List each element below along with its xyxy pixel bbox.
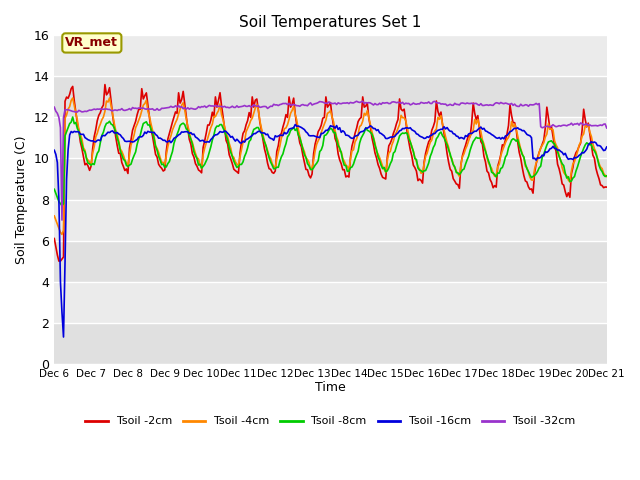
Tsoil -2cm: [51, 236, 58, 241]
Tsoil -4cm: [67, 97, 75, 103]
Bar: [54, 118, 607, 158]
Tsoil -16cm: [291, 121, 299, 127]
Title: Soil Temperatures Set 1: Soil Temperatures Set 1: [239, 15, 422, 30]
Tsoil -32cm: [67, 108, 75, 114]
Tsoil -32cm: [538, 125, 546, 131]
Bar: [54, 76, 607, 118]
Tsoil -16cm: [67, 129, 75, 134]
Tsoil -4cm: [156, 155, 164, 160]
Tsoil -4cm: [538, 143, 546, 148]
X-axis label: Time: Time: [315, 381, 346, 395]
Line: Tsoil -4cm: Tsoil -4cm: [54, 98, 607, 234]
Tsoil -8cm: [156, 157, 164, 163]
Tsoil -8cm: [603, 173, 611, 179]
Tsoil -2cm: [67, 86, 75, 92]
Tsoil -2cm: [101, 82, 109, 87]
Line: Tsoil -16cm: Tsoil -16cm: [54, 124, 607, 337]
Tsoil -2cm: [156, 164, 164, 169]
Tsoil -8cm: [399, 130, 406, 136]
Tsoil -8cm: [58, 203, 66, 208]
Legend: Tsoil -2cm, Tsoil -4cm, Tsoil -8cm, Tsoil -16cm, Tsoil -32cm: Tsoil -2cm, Tsoil -4cm, Tsoil -8cm, Tsoi…: [81, 412, 580, 431]
Tsoil -8cm: [51, 186, 58, 192]
Tsoil -8cm: [387, 161, 394, 167]
Bar: [54, 200, 607, 240]
Tsoil -16cm: [603, 144, 611, 150]
Text: VR_met: VR_met: [65, 36, 118, 49]
Tsoil -8cm: [69, 114, 77, 120]
Line: Tsoil -2cm: Tsoil -2cm: [54, 84, 607, 261]
Tsoil -32cm: [368, 101, 376, 107]
Bar: [54, 240, 607, 282]
Tsoil -2cm: [538, 141, 546, 146]
Tsoil -4cm: [58, 231, 66, 237]
Tsoil -16cm: [60, 334, 67, 340]
Tsoil -4cm: [387, 148, 394, 154]
Bar: [54, 323, 607, 364]
Tsoil -16cm: [538, 152, 546, 158]
Tsoil -8cm: [368, 131, 376, 137]
Tsoil -2cm: [399, 108, 406, 114]
Y-axis label: Soil Temperature (C): Soil Temperature (C): [15, 135, 28, 264]
Tsoil -16cm: [51, 147, 58, 153]
Tsoil -32cm: [359, 98, 367, 104]
Tsoil -32cm: [155, 108, 163, 113]
Tsoil -8cm: [67, 119, 75, 125]
Tsoil -16cm: [399, 126, 406, 132]
Tsoil -32cm: [603, 125, 611, 131]
Tsoil -4cm: [368, 129, 376, 134]
Tsoil -8cm: [538, 155, 546, 160]
Tsoil -2cm: [603, 184, 611, 190]
Tsoil -32cm: [399, 99, 406, 105]
Line: Tsoil -8cm: Tsoil -8cm: [54, 117, 607, 205]
Tsoil -32cm: [58, 217, 66, 223]
Tsoil -2cm: [368, 135, 376, 141]
Tsoil -16cm: [368, 124, 376, 130]
Bar: [54, 158, 607, 200]
Bar: [54, 36, 607, 76]
Tsoil -2cm: [387, 140, 394, 146]
Tsoil -32cm: [51, 104, 58, 110]
Line: Tsoil -32cm: Tsoil -32cm: [54, 101, 607, 220]
Tsoil -16cm: [387, 134, 394, 140]
Bar: [54, 282, 607, 323]
Tsoil -2cm: [55, 258, 63, 264]
Tsoil -4cm: [603, 174, 611, 180]
Tsoil -16cm: [155, 135, 163, 141]
Tsoil -32cm: [387, 101, 394, 107]
Tsoil -4cm: [51, 213, 58, 219]
Tsoil -4cm: [399, 115, 406, 120]
Tsoil -4cm: [106, 95, 113, 101]
